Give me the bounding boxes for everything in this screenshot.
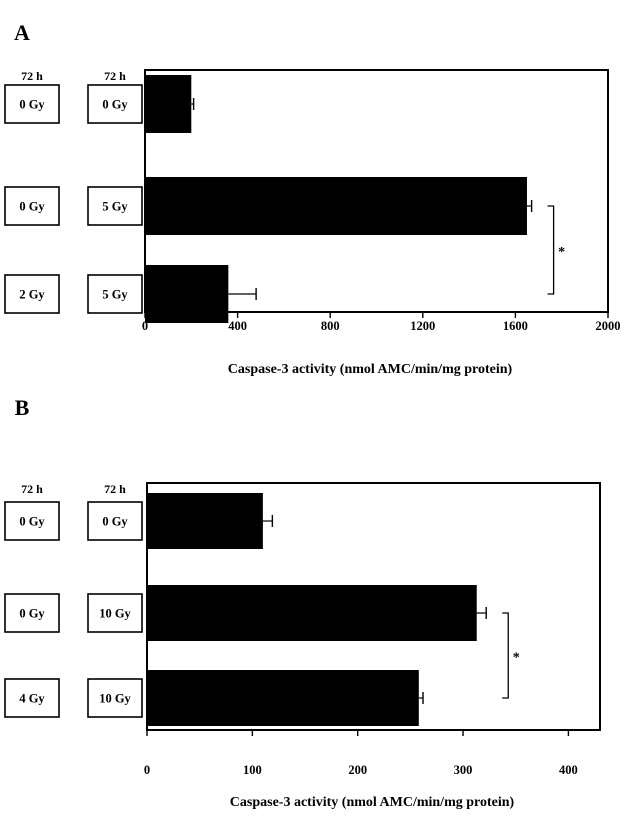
condition-label: 10 Gy <box>99 692 131 706</box>
x-tick-label: 800 <box>321 319 340 333</box>
condition-label: 5 Gy <box>102 200 128 214</box>
condition-box <box>87 678 143 718</box>
x-tick-label: 2000 <box>596 319 621 333</box>
significance-bracket <box>547 205 555 295</box>
x-tick-label: 0 <box>142 319 148 333</box>
condition-label: 0 Gy <box>102 515 128 529</box>
condition-label: 0 Gy <box>102 98 128 112</box>
condition-box <box>87 274 143 314</box>
bar <box>145 75 192 133</box>
column-header: 72 h <box>21 69 43 83</box>
x-tick-label: 1200 <box>410 319 435 333</box>
column-header: 72 h <box>21 482 43 496</box>
x-tick-label: 100 <box>243 763 262 777</box>
x-tick-label: 400 <box>228 319 247 333</box>
condition-label: 10 Gy <box>99 607 131 621</box>
condition-box <box>87 593 143 633</box>
x-tick-label: 1600 <box>503 319 528 333</box>
condition-box <box>4 274 60 314</box>
x-axis-label: Caspase-3 activity (nmol AMC/min/mg prot… <box>230 795 515 810</box>
column-header: 72 h <box>104 482 126 496</box>
panel-label: B <box>15 395 30 420</box>
condition-box <box>4 593 60 633</box>
condition-label: 0 Gy <box>19 200 45 214</box>
condition-label: 0 Gy <box>19 515 45 529</box>
condition-label: 4 Gy <box>19 692 45 706</box>
column-header: 72 h <box>104 69 126 83</box>
significance-bracket <box>502 612 509 699</box>
bar <box>147 670 419 726</box>
condition-label: 5 Gy <box>102 288 128 302</box>
x-axis-label: Caspase-3 activity (nmol AMC/min/mg prot… <box>228 362 513 377</box>
condition-box <box>87 84 143 124</box>
condition-box <box>87 186 143 226</box>
chart-panel-a: A 72 h 72 h 0 Gy 0 Gy 0 Gy 5 Gy 2 Gy 5 Gy 0 400 800… <box>4 20 621 377</box>
x-tick-label: 300 <box>454 763 473 777</box>
bar <box>145 265 229 323</box>
x-tick-label: 200 <box>348 763 367 777</box>
condition-box <box>87 501 143 541</box>
bar <box>147 585 477 641</box>
bar <box>147 493 263 549</box>
significance-label: * <box>513 651 520 666</box>
condition-box <box>4 84 60 124</box>
chart-panel-b: B 72 h 72 h 0 Gy 0 Gy 0 Gy 10 Gy 4 Gy 10 Gy 0 100 2… <box>4 395 601 810</box>
panel-label: A <box>14 20 30 45</box>
condition-box <box>4 186 60 226</box>
condition-label: 2 Gy <box>19 288 45 302</box>
x-tick-label: 400 <box>559 763 578 777</box>
condition-label: 0 Gy <box>19 607 45 621</box>
x-tick-label: 0 <box>144 763 150 777</box>
condition-box <box>4 678 60 718</box>
condition-box <box>4 501 60 541</box>
condition-label: 0 Gy <box>19 98 45 112</box>
significance-label: * <box>558 245 565 260</box>
bar <box>145 177 527 235</box>
